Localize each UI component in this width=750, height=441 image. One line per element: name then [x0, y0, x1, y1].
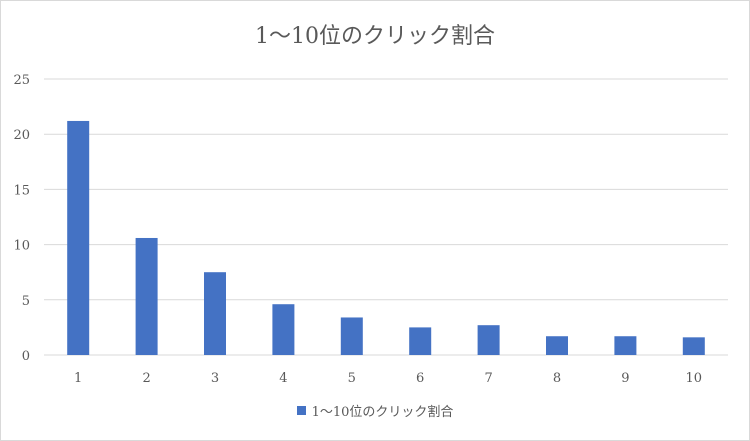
- y-tick-label: 25: [13, 73, 30, 88]
- x-tick-label: 2: [142, 371, 150, 386]
- x-tick-label: 7: [484, 371, 492, 386]
- y-tick-label: 5: [22, 294, 30, 309]
- legend: 1〜10位のクリック割合: [0, 401, 750, 420]
- y-tick-label: 20: [13, 128, 30, 143]
- x-tick-label: 10: [686, 371, 703, 386]
- bar-8: [546, 336, 568, 355]
- y-tick-label: 0: [22, 349, 30, 364]
- bar-6: [409, 327, 432, 355]
- x-tick-label: 5: [348, 371, 356, 386]
- gridlines: [44, 78, 728, 356]
- x-axis-ticks: 1 2 3 4 5 6 7 8 9 10: [74, 371, 702, 386]
- x-tick-label: 9: [621, 371, 629, 386]
- bar-10: [682, 337, 705, 355]
- bar-2: [135, 237, 158, 355]
- bar-7: [477, 325, 500, 355]
- x-tick-label: 4: [279, 371, 287, 386]
- legend-swatch: [296, 406, 306, 415]
- bar-4: [272, 304, 295, 355]
- bar-9: [614, 336, 637, 355]
- bars: [67, 120, 705, 356]
- x-tick-label: 3: [211, 371, 219, 386]
- bar-3: [204, 272, 226, 355]
- y-tick-label: 15: [13, 183, 30, 198]
- x-tick-label: 1: [74, 371, 82, 386]
- y-axis-ticks: 0 5 10 15 20 25: [13, 73, 30, 364]
- bar-5: [340, 317, 363, 355]
- x-tick-label: 8: [553, 371, 561, 386]
- x-tick-label: 6: [416, 371, 424, 386]
- legend-label: 1〜10位のクリック割合: [311, 405, 454, 420]
- bar-1: [67, 120, 90, 356]
- y-tick-label: 10: [13, 239, 30, 254]
- chart-title: 1〜10位のクリック割合: [255, 24, 495, 49]
